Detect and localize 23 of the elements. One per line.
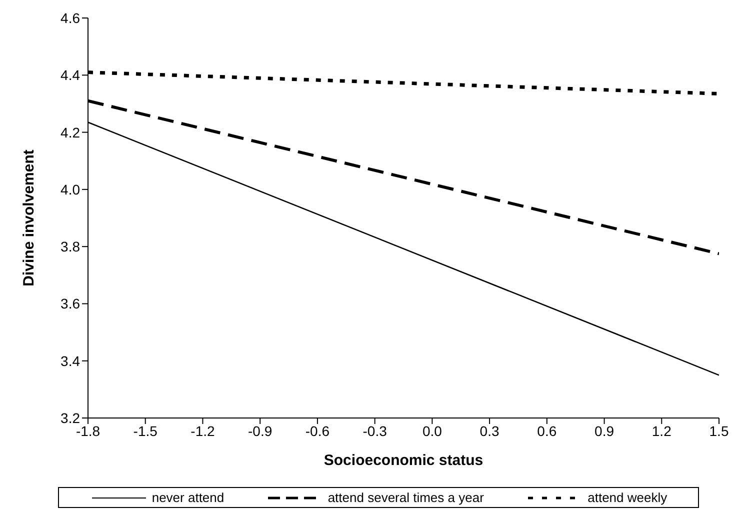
y-tick-label: 4.2 [60, 124, 80, 140]
legend-label: attend several times a year [328, 490, 484, 505]
x-tick-label: 0.3 [480, 422, 500, 439]
y-tick-label: 4.6 [60, 10, 80, 26]
x-tick-label: -1.2 [190, 422, 216, 439]
x-tick-label: -1.5 [133, 422, 158, 439]
x-tick-label: 0.9 [594, 422, 614, 439]
legend-label: attend weekly [588, 490, 668, 505]
x-axis-title: Socioeconomic status [324, 452, 484, 469]
x-tick-label: 0.0 [422, 422, 442, 439]
x-tick-label: -0.6 [305, 422, 330, 439]
y-tick-label: 3.8 [60, 238, 80, 255]
y-tick-label: 4.0 [60, 181, 80, 198]
x-tick-label: 1.2 [652, 422, 672, 439]
x-tick-label: -0.9 [248, 422, 272, 439]
y-axis-title: Divine involvement [20, 150, 38, 286]
x-tick-label: 1.5 [709, 422, 729, 439]
x-tick-label: 0.6 [537, 422, 557, 439]
legend-label: never attend [152, 490, 224, 505]
x-tick-label: -0.3 [362, 422, 388, 439]
y-tick-label: 3.6 [60, 296, 80, 312]
y-tick-label: 4.4 [60, 67, 80, 84]
y-tick-label: 3.4 [60, 352, 80, 369]
